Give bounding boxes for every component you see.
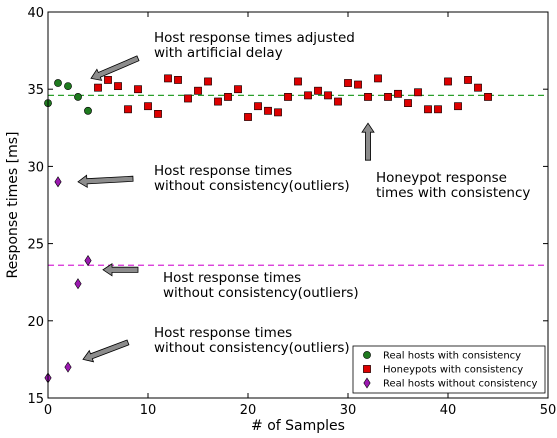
annotation-text: Host response times (154, 163, 292, 179)
square-point (164, 74, 172, 83)
square-point (354, 80, 362, 89)
square-point (154, 110, 162, 118)
annotation-arrow (77, 174, 134, 189)
annotation-text: Honeypot response (376, 170, 507, 186)
x-tick-label: 50 (540, 403, 557, 418)
circle-point (54, 79, 62, 87)
annotation-arrow (82, 339, 130, 363)
diamond-point (84, 255, 92, 267)
square-point (444, 77, 452, 86)
plot-frame (47, 11, 549, 399)
square-point (124, 105, 132, 114)
square-point (404, 99, 412, 107)
square-point (254, 102, 262, 111)
legend-label: Honeypots with consistency (383, 365, 523, 376)
square-point (414, 88, 422, 97)
square-point (344, 79, 352, 87)
diamond-point (54, 176, 62, 188)
annotation-text: without consistency(outliers) (163, 285, 359, 301)
square-point (214, 97, 222, 106)
square-point (134, 85, 142, 94)
diamond-point (74, 278, 82, 290)
legend-label: Real hosts with consistency (383, 351, 521, 362)
x-tick-label: 30 (340, 403, 357, 418)
legend-marker (363, 365, 371, 373)
square-point (314, 86, 322, 95)
square-point (104, 76, 112, 84)
circle-point (84, 106, 92, 115)
square-point (284, 93, 292, 101)
annotation-text: times with consistency (376, 185, 530, 201)
circle-point (74, 93, 82, 101)
data-points (44, 74, 492, 384)
square-point (454, 102, 462, 111)
square-point (234, 85, 242, 94)
square-point (304, 91, 312, 100)
y-tick-label: 15 (27, 392, 44, 407)
square-point (204, 77, 212, 86)
square-point (324, 91, 332, 100)
circle-point (64, 82, 72, 91)
square-point (394, 89, 402, 98)
annotation-text: without consistency(outliers) (154, 178, 350, 194)
annotation-text: Host response times adjusted (154, 30, 355, 46)
square-point (224, 93, 232, 101)
annotation-text: Host response times (163, 270, 301, 286)
legend-marker (363, 351, 371, 359)
legend-box (352, 345, 546, 394)
square-point (114, 82, 122, 91)
x-tick-label: 0 (44, 403, 52, 418)
legend-label: Real hosts without consistency (383, 379, 538, 390)
square-point (184, 94, 192, 103)
square-point (94, 83, 102, 92)
x-tick-label: 20 (240, 403, 257, 418)
legend: Real hosts with consistency Honeypots wit… (352, 345, 546, 394)
square-point (174, 76, 182, 84)
diamond-point (64, 361, 72, 373)
annotation-text: without consistency(outliers) (154, 340, 350, 356)
axis-ticks: 0 10 20 30 40 50 15 20 25 30 35 40 (27, 6, 556, 418)
x-axis-label: # of Samples (251, 418, 345, 434)
square-point (484, 93, 492, 101)
y-tick-label: 30 (27, 160, 44, 175)
square-point (374, 74, 382, 83)
square-point (464, 76, 472, 84)
square-point (194, 86, 202, 95)
annotation-text: Host response times (154, 325, 292, 341)
square-point (144, 102, 152, 111)
annotation-arrow (90, 55, 140, 81)
square-point (264, 106, 272, 115)
annotation-arrow (102, 263, 139, 277)
square-point (334, 97, 342, 106)
y-axis-label: Response times [ms] (5, 132, 21, 279)
y-tick-label: 40 (27, 6, 44, 21)
legend-marker (363, 377, 371, 389)
y-tick-label: 25 (27, 238, 44, 253)
annotation-text: with artificial delay (154, 45, 283, 61)
y-tick-label: 35 (27, 83, 44, 98)
square-point (364, 93, 372, 101)
annotation-arrow (361, 122, 375, 161)
square-point (244, 113, 252, 121)
x-tick-label: 10 (140, 403, 157, 418)
square-point (274, 108, 282, 117)
square-point (434, 105, 442, 114)
x-tick-label: 40 (440, 403, 457, 418)
square-point (424, 105, 432, 114)
y-tick-label: 20 (27, 315, 44, 330)
square-point (474, 83, 482, 92)
square-point (384, 93, 392, 101)
square-point (294, 77, 302, 86)
reference-lines (48, 94, 548, 266)
